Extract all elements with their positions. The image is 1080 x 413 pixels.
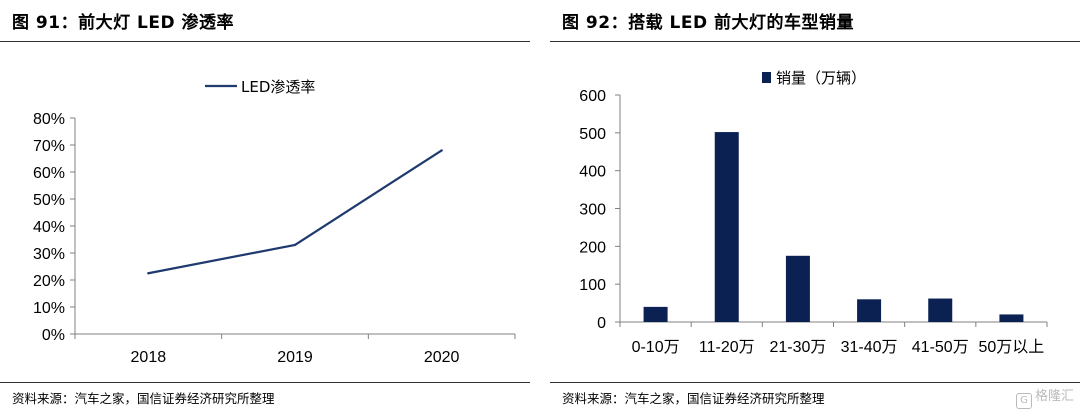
legend-bar-swatch <box>762 72 771 83</box>
y-tick-label: 40% <box>33 219 65 236</box>
y-tick-label: 0 <box>597 315 606 332</box>
bar-11-20万 <box>714 132 739 322</box>
y-tick-label: 70% <box>33 138 65 155</box>
data-point <box>440 149 443 152</box>
y-tick-label: 10% <box>33 300 65 317</box>
bar-0-10万 <box>643 306 668 322</box>
led-model-sales-bar-chart: 0 100 200 300 400 500 600 0-10万 11-20万 21-30万 31-4… <box>579 69 1048 356</box>
right-figure-title: 图 92：搭载 LED 前大灯的车型销量 <box>562 13 854 33</box>
x-tick-label: 21-30万 <box>769 339 826 356</box>
left-figure-title: 图 91：前大灯 LED 渗透率 <box>12 13 234 33</box>
y-tick-label: 20% <box>33 273 65 290</box>
left-source-note: 资料来源：汽车之家，国信证券经济研究所整理 <box>12 391 275 406</box>
y-tick-label: 100 <box>579 277 606 294</box>
left-source-rule <box>0 382 530 383</box>
x-tick-label: 11-20万 <box>699 339 755 356</box>
y-tick-label: 0% <box>42 327 65 344</box>
bar-21-30万 <box>785 255 810 322</box>
y-tick-label: 600 <box>579 88 606 105</box>
y-tick-label: 500 <box>579 126 606 143</box>
watermark: G 格隆汇 <box>1015 385 1074 409</box>
led-penetration-line-chart: 0% 10% 20% 30% 40% 50% 60% 70% 80% 2018 2019 2020 LE… <box>33 78 516 366</box>
left-figure-panel: 图 91：前大灯 LED 渗透率 0% 10% 20% 30% 40% 50% 60% 70%… <box>0 0 530 413</box>
x-tick-label: 41-50万 <box>912 339 969 356</box>
series-line-led-penetration <box>148 149 443 275</box>
x-tick-label: 31-40万 <box>841 339 898 356</box>
x-tick-label: 2020 <box>424 349 460 366</box>
data-point <box>293 243 297 247</box>
y-tick-label: 50% <box>33 192 65 209</box>
bar-31-40万 <box>857 299 882 322</box>
x-tick-label: 0-10万 <box>632 339 680 356</box>
y-tick-label: 80% <box>33 111 65 128</box>
y-tick-label: 300 <box>579 202 606 219</box>
y-tick-label: 400 <box>579 164 606 181</box>
watermark-logo-icon: G <box>1015 393 1032 409</box>
left-title-rule <box>0 41 530 42</box>
y-tick-label: 60% <box>33 165 65 182</box>
x-tick-label: 2018 <box>131 349 167 366</box>
right-title-rule <box>550 41 1080 42</box>
right-source-rule <box>550 382 1080 383</box>
watermark-text: 格隆汇 <box>1034 389 1074 404</box>
x-tick-label: 50万以上 <box>979 338 1045 356</box>
bar-50万以上 <box>999 314 1024 322</box>
legend-label: LED渗透率 <box>241 78 315 96</box>
x-tick-label: 2019 <box>277 349 313 366</box>
right-figure-panel: 图 92：搭载 LED 前大灯的车型销量 0 100 200 300 400 500 600… <box>550 0 1080 413</box>
data-point <box>147 272 150 275</box>
y-tick-label: 30% <box>33 246 65 263</box>
right-source-note: 资料来源：汽车之家，国信证券经济研究所整理 <box>562 391 825 406</box>
legend-label: 销量（万辆） <box>776 69 866 87</box>
bar-41-50万 <box>928 298 953 322</box>
y-tick-label: 200 <box>579 239 606 256</box>
